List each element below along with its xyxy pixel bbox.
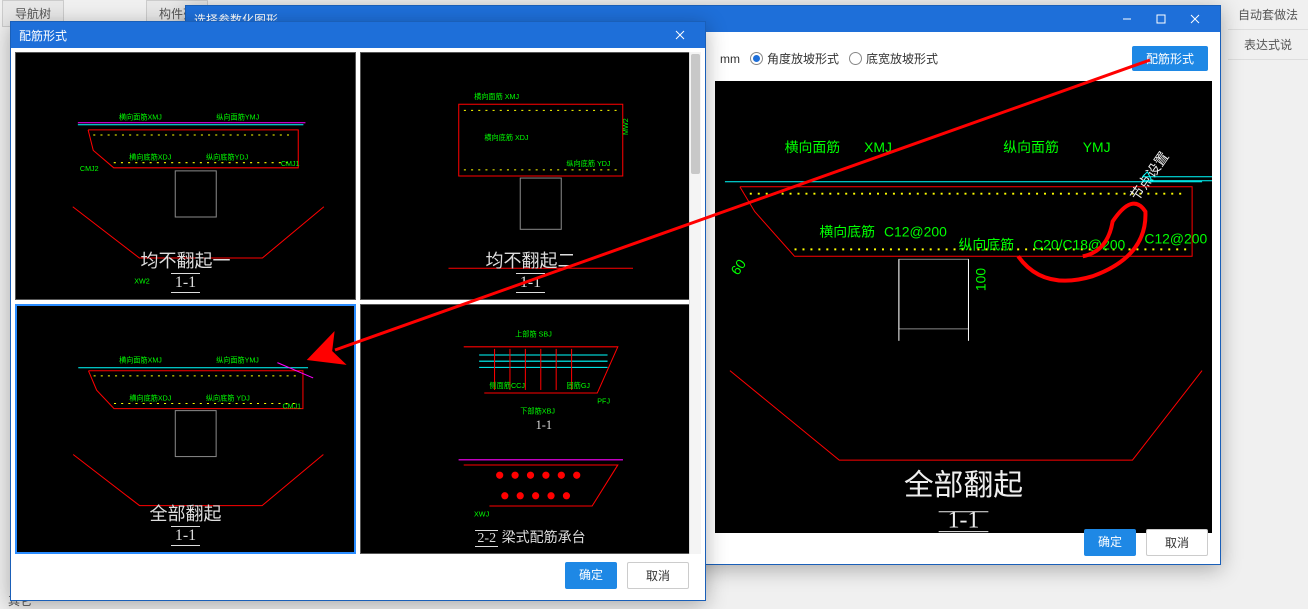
svg-text:CMJ1: CMJ1: [281, 160, 300, 168]
svg-text:纵向底筋: 纵向底筋: [959, 236, 1015, 252]
svg-text:PFJ: PFJ: [597, 396, 610, 405]
bar-style-window: 配筋形式 横向面筋XMJ 纵向面筋YMJ 横向底筋XDJ 纵向底筋YDJ: [10, 21, 706, 601]
svg-text:纵向面筋: 纵向面筋: [1003, 139, 1059, 155]
svg-text:纵向底筋YDJ: 纵向底筋YDJ: [206, 153, 249, 162]
back-cancel-button[interactable]: 取消: [1146, 529, 1208, 556]
right-cell-auto[interactable]: 自动套做法: [1228, 0, 1308, 30]
radio-angle-label: 角度放坡形式: [767, 50, 839, 67]
svg-text:全部翻起: 全部翻起: [904, 469, 1023, 502]
svg-text:横向面筋 XMJ: 横向面筋 XMJ: [474, 92, 519, 101]
thumb-caption-1: 全部翻起: [17, 500, 354, 526]
svg-text:侧面筋CCJ: 侧面筋CCJ: [489, 381, 525, 390]
front-cancel-button[interactable]: 取消: [627, 562, 689, 589]
svg-text:纵向底筋 YDJ: 纵向底筋 YDJ: [566, 159, 611, 168]
radio-width-label: 底宽放坡形式: [866, 50, 938, 67]
svg-text:C12@200: C12@200: [1144, 230, 1207, 246]
thumb-no-flip-1[interactable]: 横向面筋XMJ 纵向面筋YMJ 横向底筋XDJ 纵向底筋YDJ CMJ1 CMJ…: [15, 52, 356, 300]
radio-angle[interactable]: 角度放坡形式: [750, 50, 839, 67]
thumb-caption: 2-2 梁式配筋承台: [361, 527, 700, 547]
close-icon[interactable]: [1178, 9, 1212, 29]
thumb-no-flip-2[interactable]: 横向面筋 XMJ 横向底筋 XDJ 纵向底筋 YDJ MW2 均不翻起二 1-1: [360, 52, 701, 300]
front-title: 配筋形式: [19, 27, 67, 44]
back-ok-button[interactable]: 确定: [1084, 529, 1136, 556]
svg-text:XMJ: XMJ: [864, 139, 892, 155]
svg-text:横向面筋XMJ: 横向面筋XMJ: [119, 356, 162, 365]
svg-text:1-1: 1-1: [948, 508, 980, 533]
minimize-icon[interactable]: [1110, 9, 1144, 29]
back-button-row: 确定 取消: [1084, 529, 1208, 556]
thumb-caption-2: 1-1: [171, 526, 200, 546]
thumb-caption: 均不翻起一 1-1: [16, 247, 355, 293]
radio-dot-checked-icon: [750, 52, 763, 65]
svg-text:CMJ1: CMJ1: [283, 403, 302, 411]
thumb-caption-2: 1-1: [171, 273, 200, 293]
radio-dot-icon: [849, 52, 862, 65]
front-close-icon[interactable]: [663, 25, 697, 45]
thumb-caption: 全部翻起 1-1: [17, 500, 354, 546]
thumb-all-flip[interactable]: 横向面筋XMJ 纵向面筋YMJ 横向底筋XDJ 纵向底筋 YDJ CMJ1 全部…: [15, 304, 356, 554]
svg-text:XWJ: XWJ: [474, 509, 490, 518]
svg-text:横向面筋: 横向面筋: [785, 139, 841, 155]
svg-text:纵向面筋YMJ: 纵向面筋YMJ: [216, 113, 259, 122]
thumbnail-grid: 横向面筋XMJ 纵向面筋YMJ 横向底筋XDJ 纵向底筋YDJ CMJ1 CMJ…: [15, 52, 701, 554]
right-column: 自动套做法 表达式说: [1228, 0, 1308, 60]
front-button-row: 确定 取消: [15, 554, 701, 589]
thumb-caption-sec: 2-2: [475, 530, 498, 547]
mm-label: mm: [720, 52, 740, 66]
svg-text:100: 100: [972, 268, 988, 291]
svg-text:下部筋XBJ: 下部筋XBJ: [520, 407, 555, 416]
thumb-caption: 均不翻起二 1-1: [361, 247, 700, 293]
preview-canvas: 横向面筋XMJ 纵向面筋YMJ 节点设置 横向底筋C12@200 纵向底筋C20…: [715, 81, 1212, 533]
front-titlebar: 配筋形式: [11, 22, 705, 48]
svg-text:固筋GJ: 固筋GJ: [566, 381, 590, 390]
right-cell-expr[interactable]: 表达式说: [1228, 30, 1308, 60]
btn-bar-style[interactable]: 配筋形式: [1132, 46, 1208, 71]
svg-text:1-1: 1-1: [536, 418, 552, 432]
svg-text:60: 60: [727, 256, 749, 278]
svg-text:YMJ: YMJ: [1083, 139, 1111, 155]
front-ok-button[interactable]: 确定: [565, 562, 617, 589]
thumb-caption-2: 1-1: [516, 273, 545, 293]
svg-text:横向底筋XDJ: 横向底筋XDJ: [129, 393, 171, 402]
svg-text:横向底筋: 横向底筋: [819, 223, 875, 239]
svg-text:上部筋 SBJ: 上部筋 SBJ: [515, 330, 552, 339]
scrollbar[interactable]: [689, 52, 701, 554]
front-body: 横向面筋XMJ 纵向面筋YMJ 横向底筋XDJ 纵向底筋YDJ CMJ1 CMJ…: [11, 48, 705, 600]
thumb-caption-beam: 梁式配筋承台: [502, 531, 586, 546]
svg-text:C20/C18@200: C20/C18@200: [1033, 236, 1125, 252]
thumb-caption-1: 均不翻起二: [361, 247, 700, 273]
svg-text:MW2: MW2: [622, 118, 630, 135]
radio-width[interactable]: 底宽放坡形式: [849, 50, 938, 67]
svg-text:C12@200: C12@200: [884, 223, 947, 239]
svg-text:纵向底筋 YDJ: 纵向底筋 YDJ: [206, 393, 250, 402]
thumb-beam-cap[interactable]: 上部筋 SBJ 侧面筋CCJ 固筋GJ 下部筋XBJ 1-1 PFJ: [360, 304, 701, 554]
maximize-icon[interactable]: [1144, 9, 1178, 29]
svg-text:横向面筋XMJ: 横向面筋XMJ: [119, 113, 162, 122]
svg-text:纵向面筋YMJ: 纵向面筋YMJ: [216, 356, 259, 365]
scrollbar-thumb[interactable]: [691, 54, 700, 174]
svg-text:横向底筋 XDJ: 横向底筋 XDJ: [484, 133, 529, 142]
preview-cad-svg: 横向面筋XMJ 纵向面筋YMJ 节点设置 横向底筋C12@200 纵向底筋C20…: [715, 81, 1212, 533]
svg-text:CMJ2: CMJ2: [80, 165, 99, 173]
thumb-caption-1: 均不翻起一: [16, 247, 355, 273]
svg-text:横向底筋XDJ: 横向底筋XDJ: [129, 153, 172, 162]
